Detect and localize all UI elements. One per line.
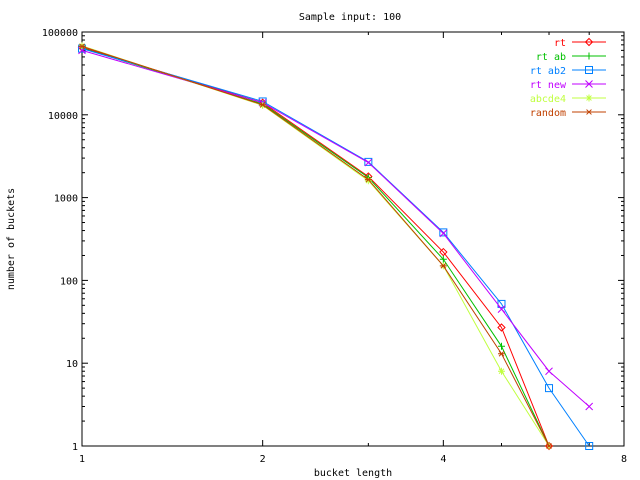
data-point <box>439 255 447 263</box>
data-point <box>497 367 505 375</box>
data-point <box>585 402 594 411</box>
y-tick-label: 1 <box>72 442 78 453</box>
data-point <box>545 367 553 376</box>
legend-marker <box>584 37 594 47</box>
chart-title: Sample input: 100 <box>299 12 401 23</box>
data-point <box>259 102 267 108</box>
y-tick-label: 100000 <box>42 28 78 39</box>
legend-marker <box>585 94 593 102</box>
x-tick-label: 2 <box>260 454 266 465</box>
x-axis-label: bucket length <box>314 468 392 479</box>
series-line <box>81 48 590 447</box>
y-tick-label: 100 <box>60 276 78 287</box>
y-tick-label: 10000 <box>48 111 78 122</box>
data-point <box>364 158 373 167</box>
legend-marker <box>585 80 593 88</box>
legend-label: random <box>530 108 566 119</box>
y-tick-label: 10 <box>66 359 78 370</box>
series-layer <box>77 42 594 451</box>
data-point <box>439 247 448 257</box>
data-point <box>364 177 372 185</box>
series-random <box>78 43 553 449</box>
data-point <box>439 229 448 238</box>
legend-label: rt ab <box>536 52 566 63</box>
axes: 1 2 4 8 1 10 100 1000 10000 100000 <box>42 28 627 465</box>
data-point <box>585 442 594 450</box>
legend-marker <box>585 66 593 74</box>
y-axis-label: number of buckets <box>6 188 17 290</box>
data-point <box>545 384 554 393</box>
legend-marker <box>585 52 593 60</box>
series-line <box>81 45 550 447</box>
legend-label: rt new <box>530 80 567 91</box>
legend-label: rt <box>554 38 566 49</box>
data-point <box>439 228 448 237</box>
data-point <box>439 263 447 269</box>
legend-label: abcde4 <box>530 94 566 105</box>
data-point <box>497 323 506 332</box>
data-point <box>545 443 553 449</box>
y-tick-label: 1000 <box>54 194 78 205</box>
data-point <box>497 305 506 313</box>
data-point <box>364 176 372 183</box>
x-tick-label: 1 <box>79 454 85 465</box>
plot-area-frame <box>81 31 625 447</box>
x-tick-label: 8 <box>621 454 627 465</box>
legend-marker <box>585 109 593 115</box>
legend: rt rt ab rt ab2 rt new abcde4 random <box>530 37 606 119</box>
data-point <box>78 43 86 50</box>
x-tick-label: 4 <box>440 454 446 465</box>
data-point <box>497 350 505 357</box>
data-point <box>364 157 373 166</box>
legend-label: rt ab2 <box>530 66 566 77</box>
data-point <box>497 342 505 350</box>
